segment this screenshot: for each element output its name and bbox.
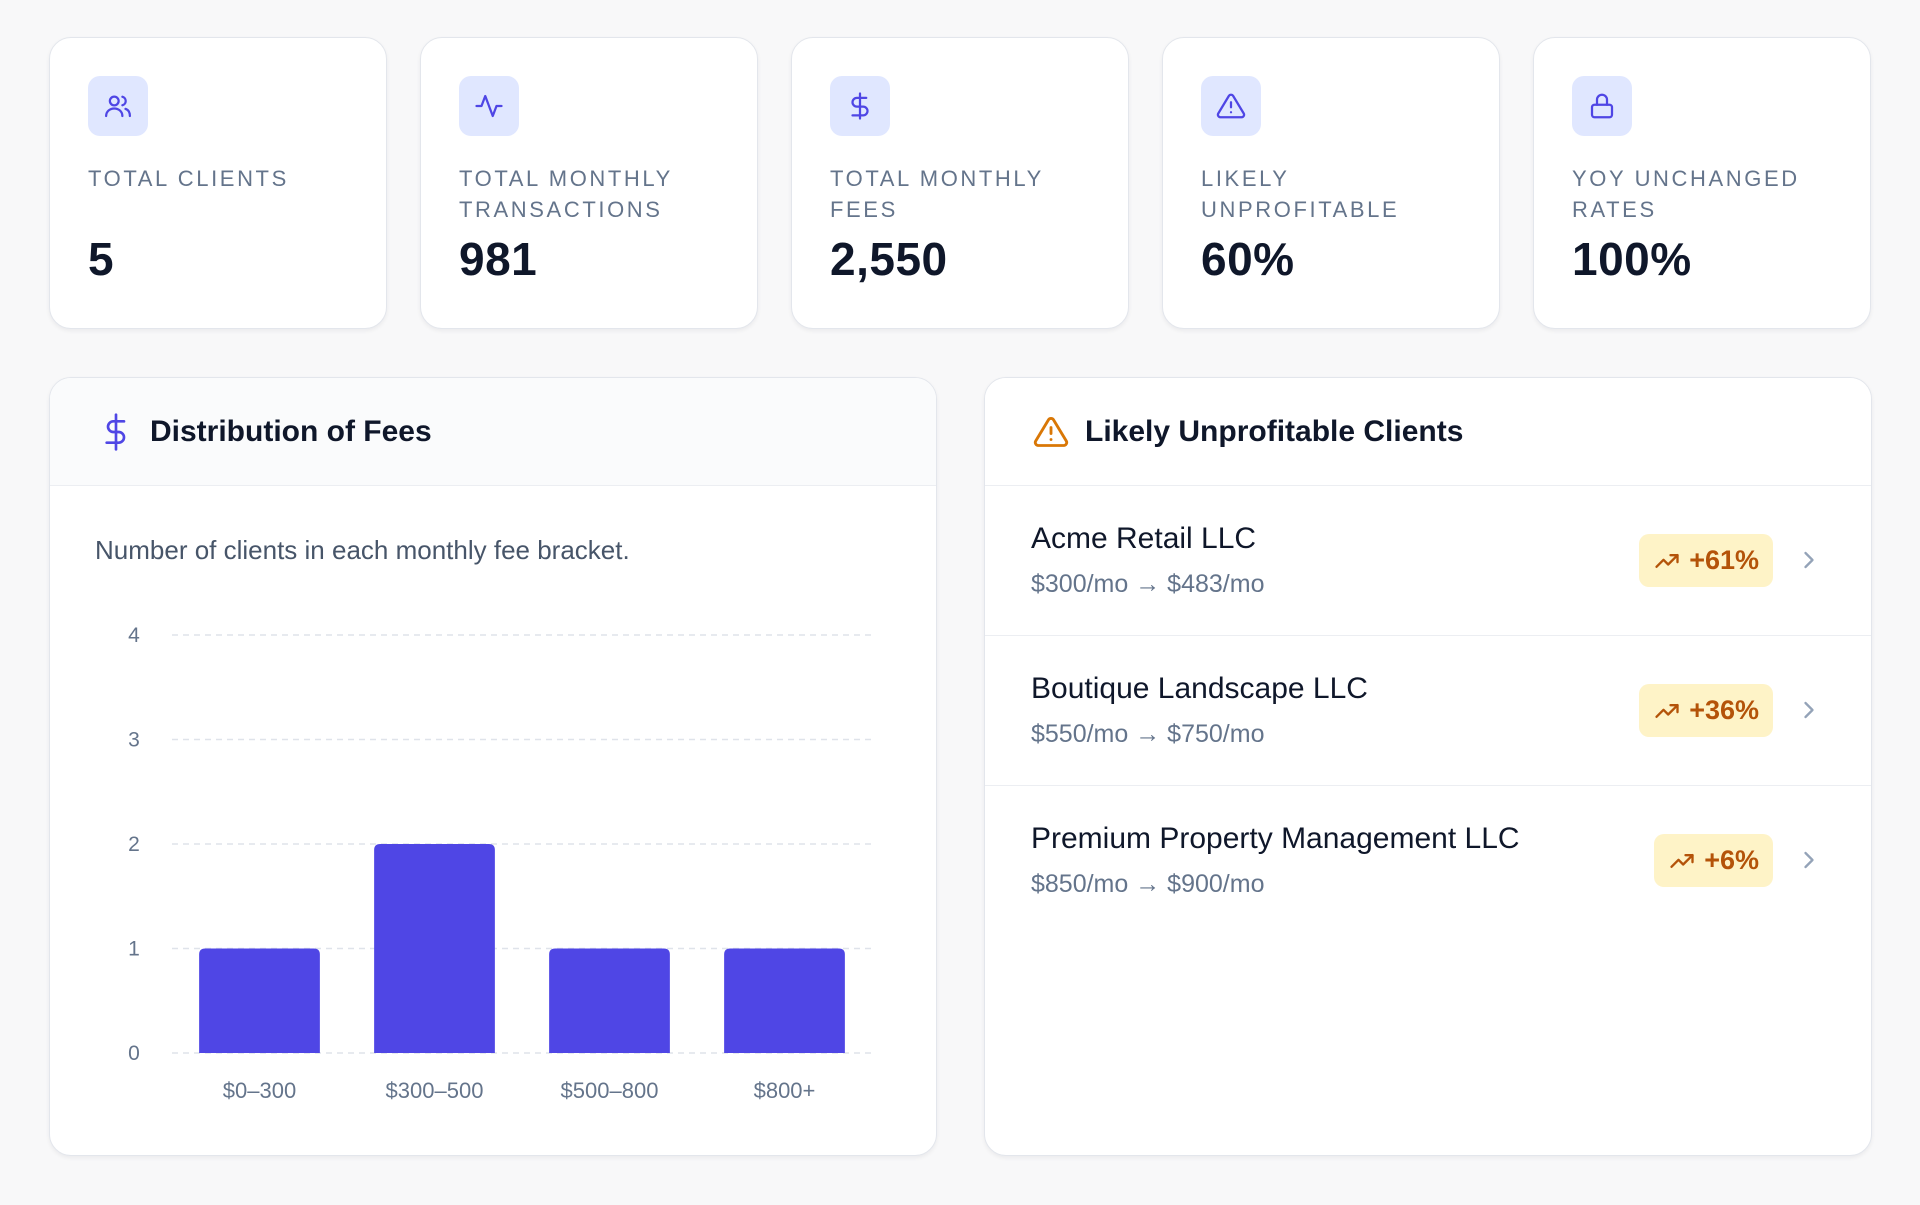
client-list: Acme Retail LLC $300/mo → $483/mo +61% B… [985,486,1871,936]
stat-card-total-clients: TOTAL CLIENTS 5 [49,37,387,329]
bar[interactable] [199,948,320,1054]
stat-label: LIKELY UNPROFITABLE [1201,166,1400,222]
stat-value: 981 [459,233,538,285]
trending-up-icon [1655,703,1679,718]
client-rate: $550/mo → $750/mo [1031,720,1265,748]
warning-icon [1201,76,1261,136]
stat-value: 100% [1572,233,1692,285]
panel-title: Distribution of Fees [150,414,432,448]
stat-card-total-monthly-fees: TOTAL MONTHLY FEES 2,550 [791,37,1129,329]
change-badge: +6% [1654,834,1773,887]
stat-card-yoy-unchanged-rates: YOY UNCHANGED RATES 100% [1533,37,1871,329]
client-row[interactable]: Premium Property Management LLC $850/mo … [985,786,1871,936]
change-value: +6% [1704,845,1759,875]
stats-row: TOTAL CLIENTS 5 TOTAL MONTHLY TRANSACTIO… [49,37,1871,329]
y-tick-label: 0 [128,1042,140,1065]
dollar-icon [830,76,890,136]
client-rate: $300/mo → $483/mo [1031,570,1265,598]
bar[interactable] [374,844,495,1053]
dollar-icon [98,412,134,451]
y-tick-label: 2 [128,833,140,856]
unprofitable-clients-panel: Likely Unprofitable Clients Acme Retail … [984,377,1872,1156]
stat-label: TOTAL MONTHLY TRANSACTIONS [459,166,673,222]
trending-up-icon [1655,553,1679,568]
lock-icon [1572,76,1632,136]
client-rate: $850/mo → $900/mo [1031,870,1265,898]
x-tick-label: $300–500 [386,1078,484,1103]
activity-icon [459,76,519,136]
client-name: Acme Retail LLC [1031,522,1257,555]
fee-distribution-chart: 0 1 2 3 4 $0–300 $300–500 $500–800 $800+ [128,624,872,1103]
users-icon [88,76,148,136]
warning-icon [1033,414,1069,450]
client-row[interactable]: Acme Retail LLC $300/mo → $483/mo +61% [985,486,1871,636]
bar[interactable] [549,948,670,1054]
stat-card-total-monthly-transactions: TOTAL MONTHLY TRANSACTIONS 981 [420,37,758,329]
change-badge: +61% [1639,534,1773,587]
stat-value: 2,550 [830,233,948,285]
panel-header: Distribution of Fees [50,378,936,486]
trending-up-icon [1670,853,1694,868]
client-name: Boutique Landscape LLC [1031,672,1368,705]
chevron-right-icon[interactable] [1795,696,1823,724]
x-tick-label: $0–300 [223,1078,296,1103]
y-tick-label: 1 [128,938,140,961]
y-tick-label: 3 [128,729,140,752]
y-tick-label: 4 [128,624,140,647]
stat-label: YOY UNCHANGED RATES [1572,166,1800,222]
stat-value: 5 [88,233,115,285]
stat-label: TOTAL MONTHLY FEES [830,166,1044,222]
client-row[interactable]: Boutique Landscape LLC $550/mo → $750/mo… [985,636,1871,786]
bar[interactable] [724,948,845,1054]
change-value: +61% [1689,545,1759,575]
stat-card-likely-unprofitable: LIKELY UNPROFITABLE 60% [1162,37,1500,329]
stat-value: 60% [1201,233,1295,285]
x-tick-label: $500–800 [561,1078,659,1103]
panel-header: Likely Unprofitable Clients [985,378,1871,486]
x-tick-label: $800+ [754,1078,816,1103]
chevron-right-icon[interactable] [1795,846,1823,874]
chevron-right-icon[interactable] [1795,546,1823,574]
fees-distribution-panel: Distribution of Fees Number of clients i… [49,377,937,1156]
client-name: Premium Property Management LLC [1031,822,1520,855]
chart-description: Number of clients in each monthly fee br… [95,535,630,565]
change-value: +36% [1689,695,1759,725]
panel-title: Likely Unprofitable Clients [1085,414,1464,448]
stat-label: TOTAL CLIENTS [88,166,289,191]
change-badge: +36% [1639,684,1773,737]
